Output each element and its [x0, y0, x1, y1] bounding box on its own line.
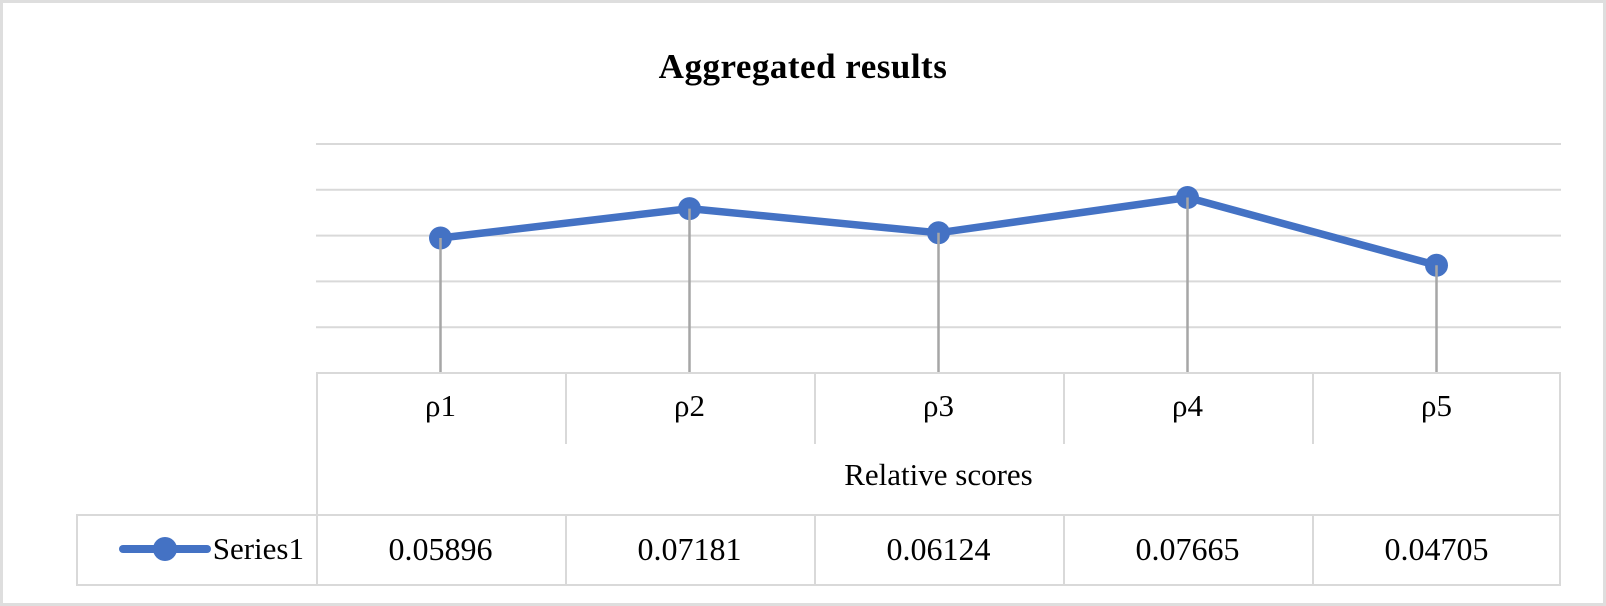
value-divider-line	[1312, 514, 1314, 586]
table-border-line	[316, 372, 318, 586]
series-name: Series1	[212, 531, 304, 566]
value-cell-4: 0.07665	[1135, 530, 1240, 567]
value-divider-line	[814, 514, 816, 586]
value-cell-5: 0.04705	[1384, 530, 1489, 567]
series-line-marker-icon	[118, 537, 211, 561]
table-border-line	[76, 514, 78, 586]
category-label-2: ρ2	[674, 388, 705, 423]
plot-area	[316, 143, 1561, 373]
value-cell-1: 0.05896	[388, 530, 493, 567]
table-border-line	[76, 514, 1561, 516]
category-label-4: ρ4	[1172, 388, 1203, 423]
table-border-line	[76, 584, 1561, 586]
value-cell-3: 0.06124	[886, 530, 991, 567]
legend-cell: Series1	[78, 516, 314, 582]
category-divider-line	[1312, 372, 1314, 444]
value-cell-2: 0.07181	[637, 530, 742, 567]
value-divider-line	[565, 514, 567, 586]
category-divider-line	[814, 372, 816, 444]
value-divider-line	[1063, 514, 1065, 586]
category-label-5: ρ5	[1421, 388, 1452, 423]
legend-swatch-dot	[152, 537, 177, 561]
category-label-3: ρ3	[923, 388, 954, 423]
category-label-1: ρ1	[425, 388, 456, 423]
chart-title: Aggregated results	[658, 47, 948, 86]
x-axis-line	[316, 372, 1561, 374]
category-divider-line	[1063, 372, 1065, 444]
x-axis-title: Relative scores	[844, 457, 1033, 492]
table-border-line	[1559, 372, 1561, 586]
category-divider-line	[565, 372, 567, 444]
